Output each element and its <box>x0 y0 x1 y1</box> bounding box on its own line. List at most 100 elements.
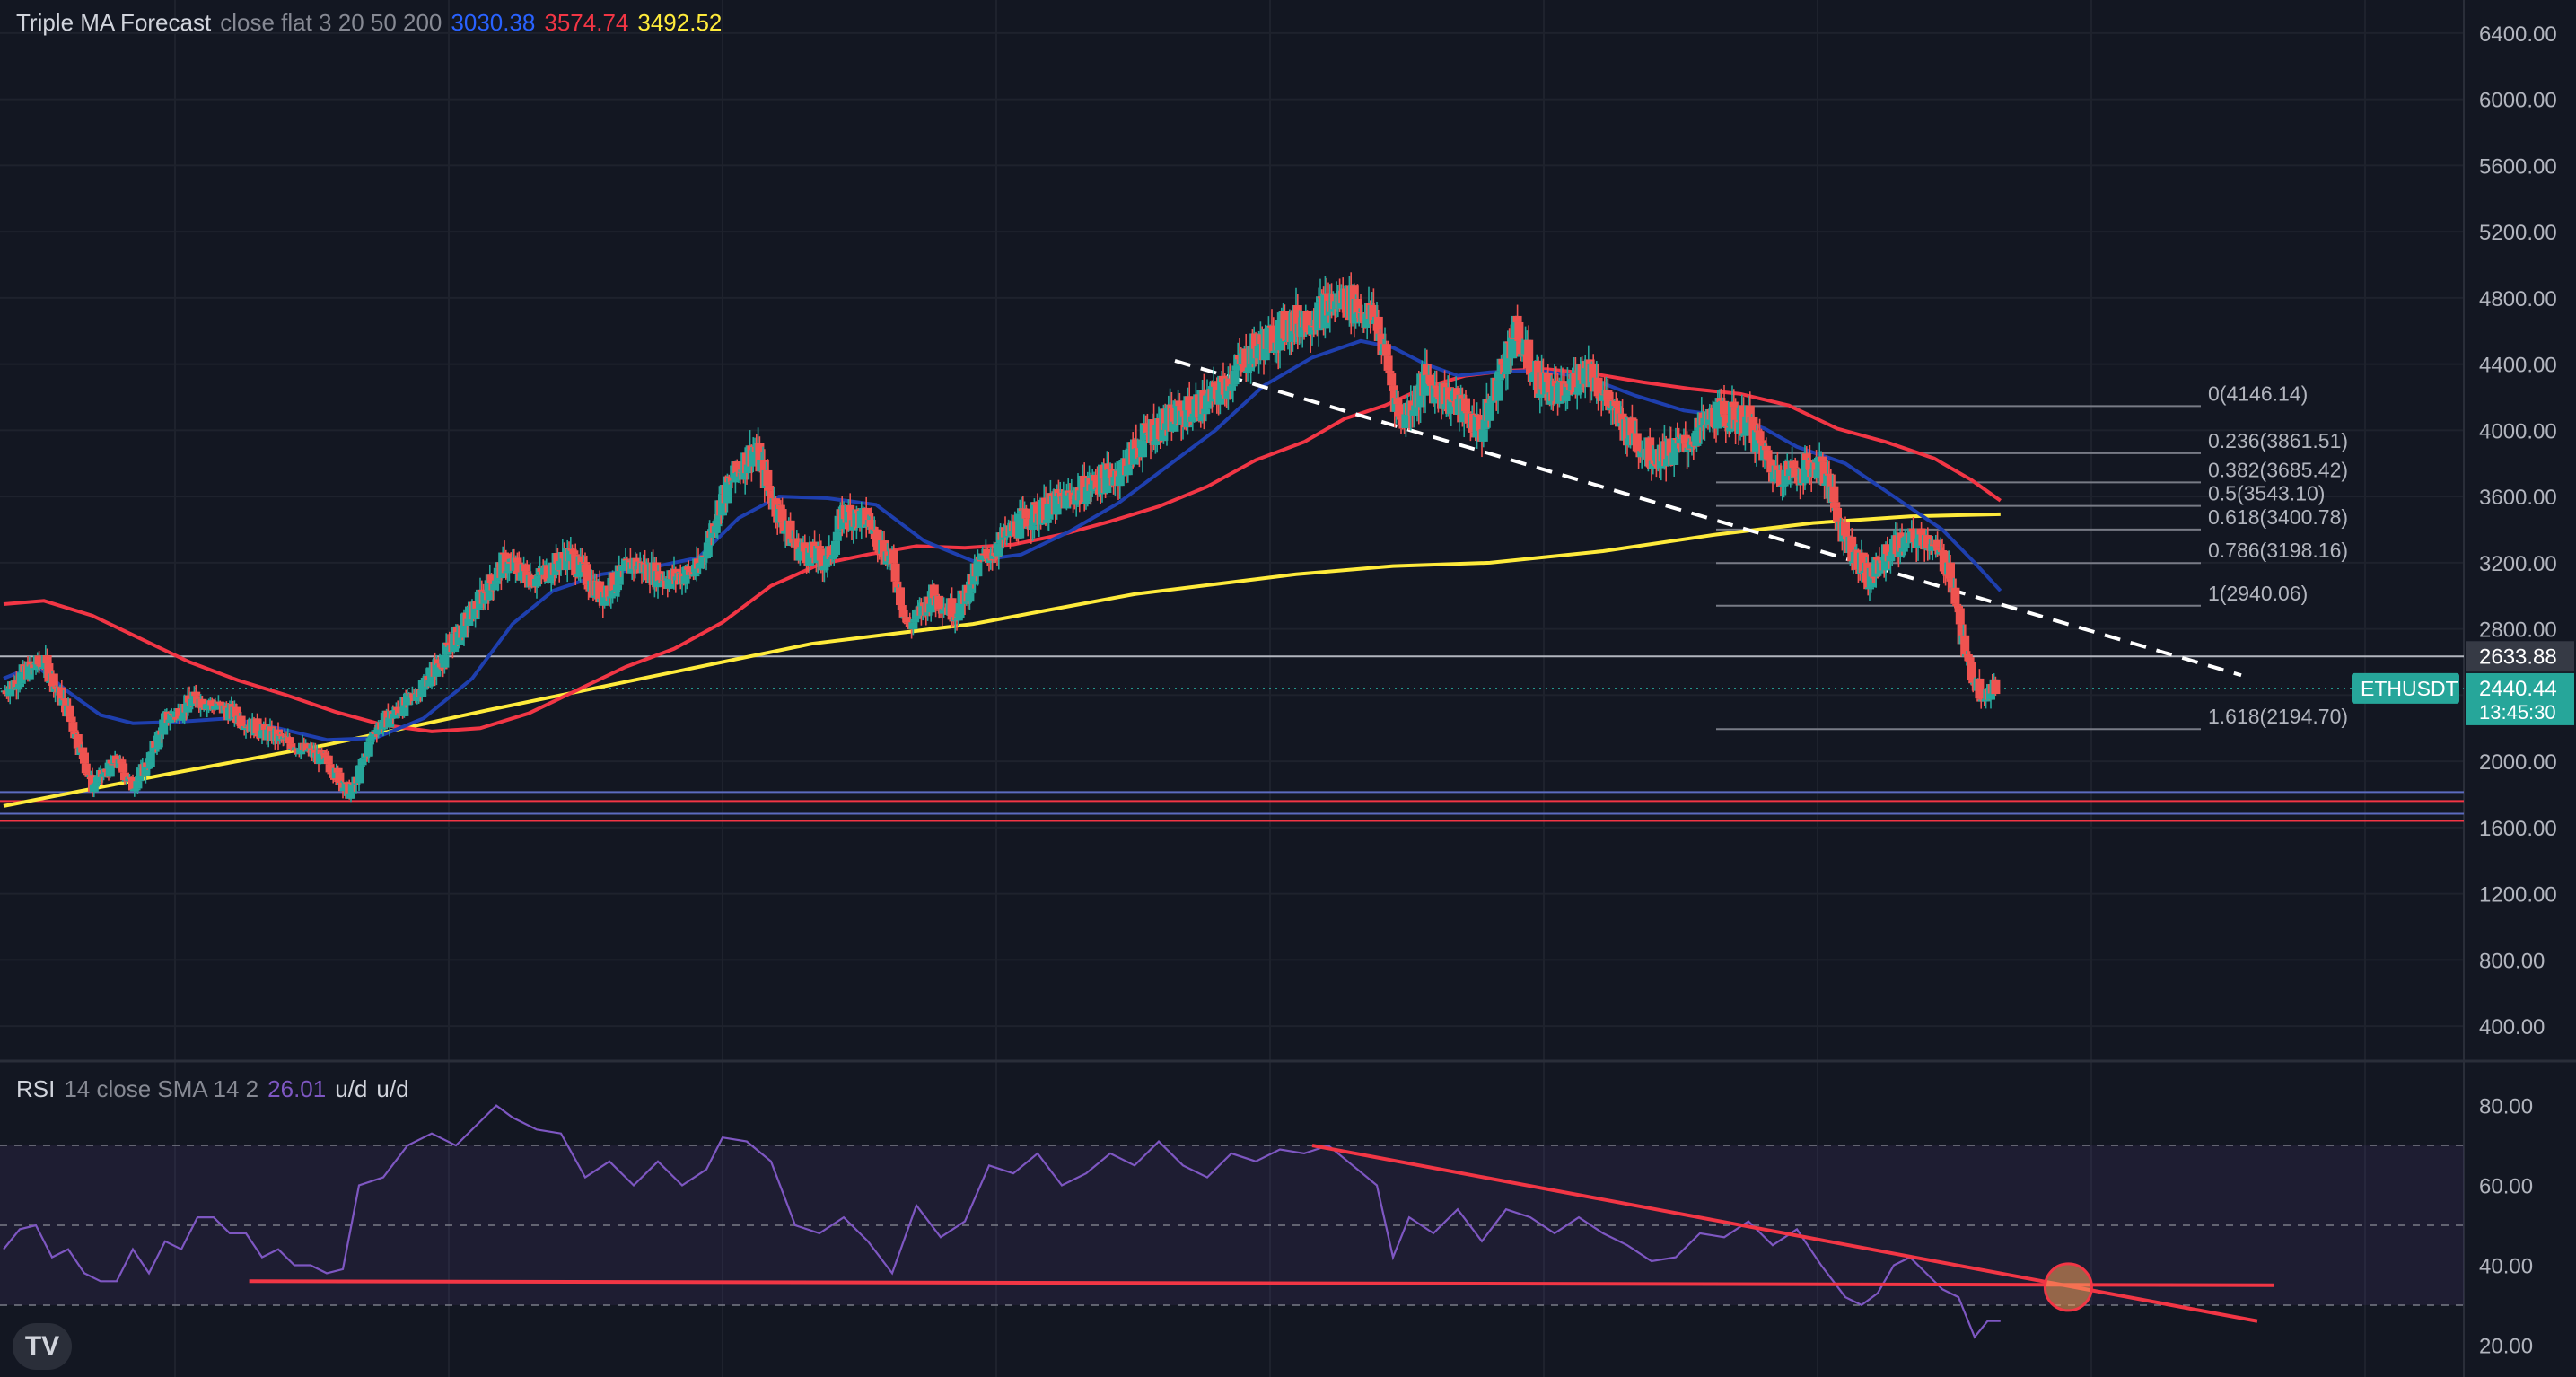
candle-body <box>1581 361 1590 384</box>
candle-body <box>983 548 993 557</box>
candle-body <box>1512 315 1522 322</box>
candle-body <box>327 772 337 775</box>
candle-body <box>1574 387 1583 393</box>
legend-rsi[interactable]: RSI 14 close SMA 14 2 26.01 u/d u/d <box>16 1075 418 1103</box>
candle-body <box>440 654 450 668</box>
candle-body <box>1115 476 1125 487</box>
candle-body <box>1031 502 1041 505</box>
tradingview-logo-icon[interactable]: TV <box>13 1323 72 1370</box>
candle-body <box>819 566 829 571</box>
candle-body <box>577 556 587 565</box>
candle-body <box>581 562 590 565</box>
candle-body <box>1589 363 1599 382</box>
candle-body <box>1684 447 1694 453</box>
fib-level-label: 0(4146.14) <box>2208 382 2308 405</box>
candle-body <box>1960 635 1970 657</box>
candle-body <box>177 718 186 721</box>
candle-body <box>1241 348 1251 373</box>
candle-body <box>1203 395 1212 409</box>
candle-body <box>88 775 97 793</box>
price-tick-label: 1200.00 <box>2479 883 2557 908</box>
fib-level-label: 0.5(3543.10) <box>2208 482 2325 505</box>
candle-body <box>1624 438 1634 446</box>
candle-body <box>460 613 469 638</box>
candle-body <box>606 596 616 599</box>
candle-body <box>26 661 36 667</box>
candle-body <box>438 667 448 670</box>
price-tick-label: 400.00 <box>2479 1015 2545 1039</box>
candle-body <box>379 722 388 730</box>
rsi-tick-label: 40.00 <box>2479 1254 2533 1278</box>
candle-body <box>1498 358 1508 365</box>
candle-body <box>333 767 343 773</box>
annotations: 0(4146.14)0.236(3861.51)0.382(3685.42)0.… <box>2208 382 2459 728</box>
ma-mid-value: 3574.74 <box>544 9 629 36</box>
candle-body <box>1716 398 1726 403</box>
price-tick-label: 6400.00 <box>2479 22 2557 47</box>
candle-body <box>474 608 484 610</box>
candle-body <box>575 556 585 574</box>
candle-body <box>323 755 333 765</box>
candle-body <box>1785 469 1795 477</box>
candle-body <box>129 789 139 792</box>
candle-body <box>258 730 267 739</box>
price-tick-label: 3600.00 <box>2479 486 2557 510</box>
candle-body <box>1028 525 1038 530</box>
candle-body <box>1829 486 1839 503</box>
candle-body <box>533 575 543 579</box>
candle-body <box>785 520 795 546</box>
rsi-params: 14 close SMA 14 2 <box>64 1075 259 1102</box>
candle-body <box>504 561 514 571</box>
candle-body <box>829 554 839 557</box>
candle-body <box>1789 460 1799 469</box>
candle-body <box>1947 578 1957 593</box>
candle-body <box>828 557 837 559</box>
price-label-text: 2633.88 <box>2479 645 2557 669</box>
legend-main[interactable]: Triple MA Forecast close flat 3 20 50 200… <box>16 9 731 37</box>
candle-body <box>57 687 66 706</box>
candle-body <box>385 717 395 728</box>
rsi-ud-1: u/d <box>335 1075 368 1102</box>
candle-body <box>66 716 76 723</box>
candle-body <box>296 748 306 755</box>
candle-body <box>31 668 40 671</box>
candle-body <box>1605 399 1615 411</box>
candle-body <box>432 659 442 677</box>
candle-body <box>553 553 563 564</box>
price-axis[interactable]: 400.00800.001200.001600.002000.002400.00… <box>2466 22 2574 1359</box>
candle-body <box>325 764 335 773</box>
candle-body <box>1981 699 1991 702</box>
candle-body <box>622 558 632 561</box>
candle-body <box>1908 528 1918 532</box>
candle-body <box>1603 390 1613 400</box>
candle-body <box>1729 401 1739 408</box>
candle-body <box>442 642 451 655</box>
candle-body <box>1033 504 1042 523</box>
candle-body <box>795 548 805 561</box>
candle-body <box>1353 299 1362 314</box>
candle-body <box>926 603 936 613</box>
candle-body <box>695 563 705 569</box>
candle-body <box>1387 373 1397 386</box>
fib-level-label: 0.382(3685.42) <box>2208 458 2348 481</box>
candle-body <box>39 667 48 670</box>
candle-body <box>1519 354 1529 356</box>
candle-body <box>399 697 409 716</box>
candle-body <box>1227 386 1236 391</box>
candle-body <box>15 683 24 688</box>
candle-body <box>1950 587 1960 604</box>
candle-body <box>464 618 474 627</box>
candle-body <box>1219 375 1228 382</box>
candle-body <box>1117 461 1126 477</box>
price-tick-label: 5200.00 <box>2479 221 2557 245</box>
candle-body <box>1373 316 1383 341</box>
candle-body <box>232 706 241 718</box>
candle-body <box>373 727 383 735</box>
candle-body <box>1138 440 1147 458</box>
candle-body <box>175 708 185 720</box>
candle-body <box>723 476 732 504</box>
candle-body <box>1779 484 1789 487</box>
candle-body <box>286 743 296 750</box>
